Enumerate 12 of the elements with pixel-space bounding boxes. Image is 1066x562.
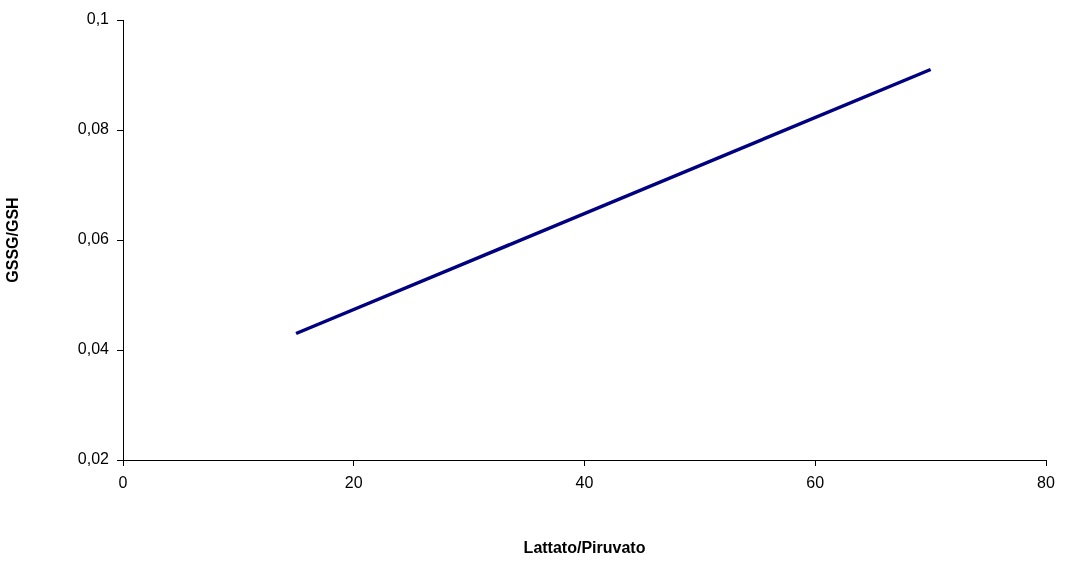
x-tick-label: 60	[806, 474, 825, 492]
y-tick-label: 0,08	[77, 120, 110, 138]
x-tick-label: 20	[344, 474, 363, 492]
x-tick-label: 40	[575, 474, 594, 492]
x-axis-title: Lattato/Piruvato	[523, 538, 646, 556]
y-axis-title: GSSG/GSH	[4, 197, 22, 283]
y-tick-label: 0,04	[77, 340, 110, 358]
y-tick-label: 0,06	[77, 230, 110, 248]
x-tick-label: 80	[1037, 474, 1055, 492]
y-tick-label: 0,02	[77, 450, 110, 468]
x-tick-label: 0	[118, 474, 128, 492]
y-tick-label: 0,1	[86, 10, 110, 28]
